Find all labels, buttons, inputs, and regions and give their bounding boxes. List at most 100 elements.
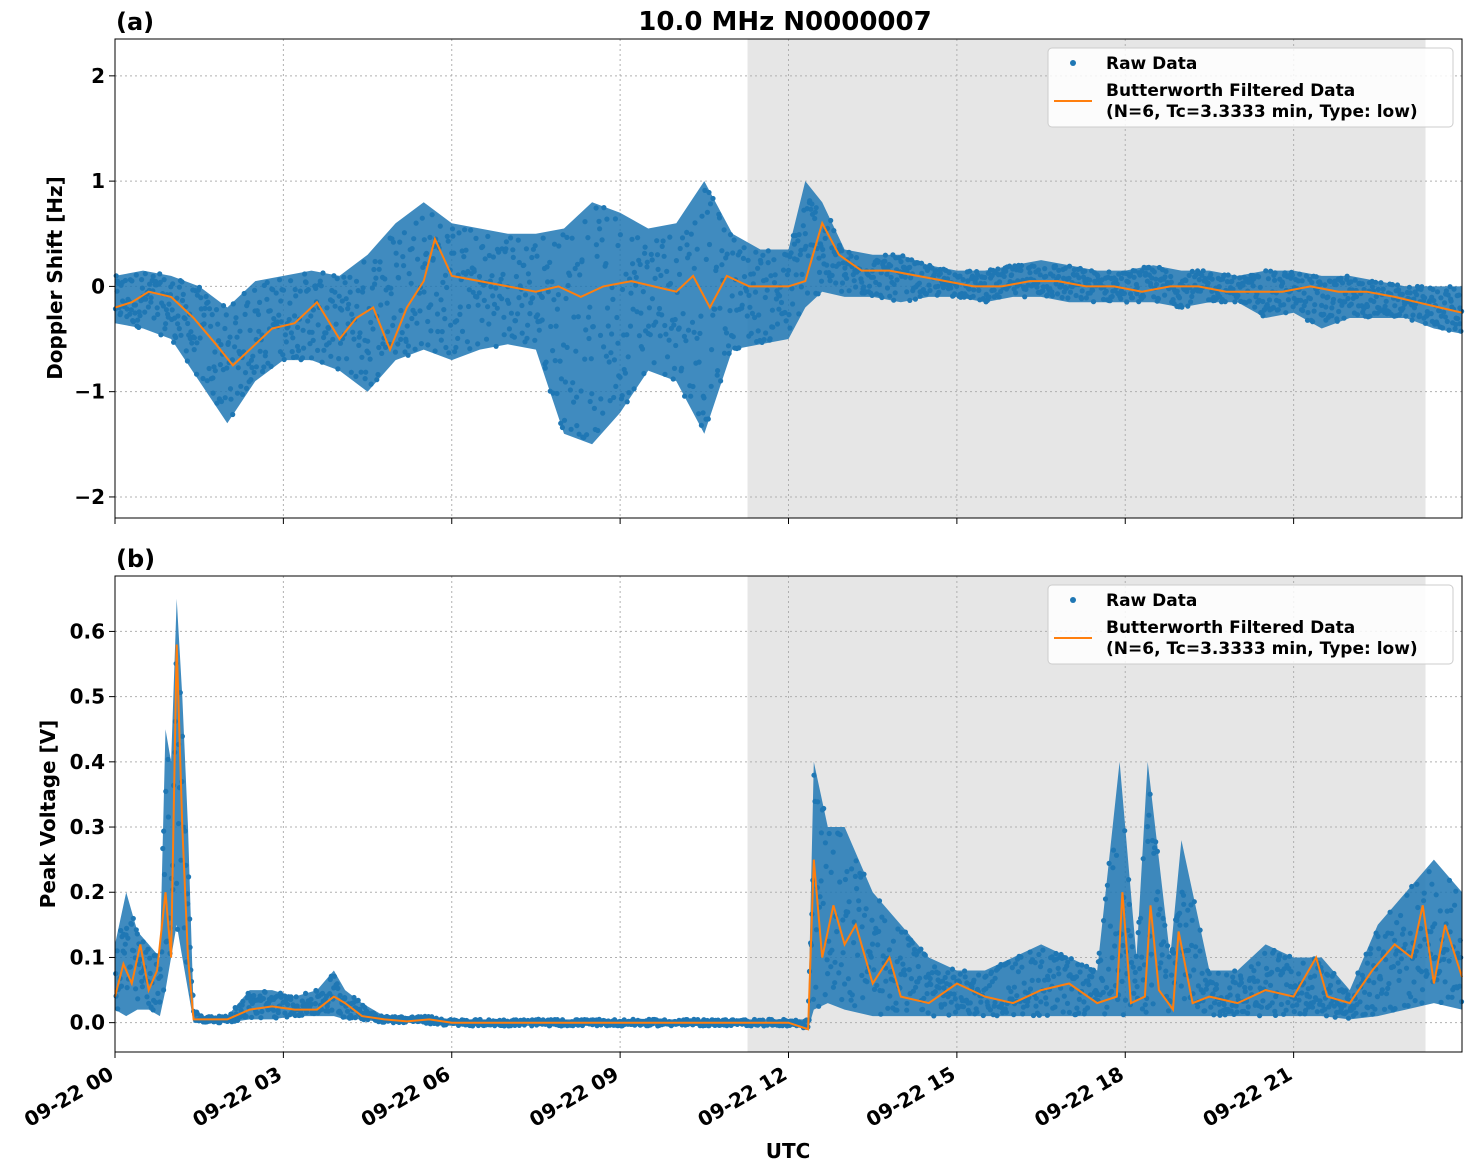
raw-data-point: [633, 274, 639, 280]
raw-data-point: [596, 218, 602, 224]
raw-data-point: [1013, 290, 1019, 296]
raw-data-point: [1230, 974, 1236, 980]
raw-data-point: [1134, 291, 1140, 297]
raw-data-point: [564, 344, 570, 350]
raw-data-point: [118, 310, 124, 316]
raw-data-point: [1131, 274, 1137, 280]
raw-data-point: [218, 342, 224, 348]
raw-data-point: [986, 294, 992, 300]
raw-data-point: [948, 999, 954, 1005]
raw-data-point: [383, 344, 389, 350]
raw-data-point: [1067, 972, 1073, 978]
raw-data-point: [1392, 303, 1398, 309]
raw-data-point: [960, 1004, 967, 1010]
raw-data-point: [1098, 957, 1104, 963]
raw-data-point: [1151, 294, 1157, 300]
raw-data-point: [257, 299, 263, 305]
raw-data-point: [698, 422, 705, 428]
raw-data-point: [1076, 275, 1082, 281]
raw-data-point: [719, 248, 725, 254]
raw-data-point: [212, 349, 218, 355]
raw-data-point: [918, 260, 925, 266]
raw-data-point: [388, 291, 394, 297]
raw-data-point: [453, 344, 459, 351]
raw-data-point: [1168, 273, 1174, 280]
raw-data-point: [845, 976, 852, 982]
raw-data-point: [1383, 991, 1390, 997]
raw-data-point: [1403, 313, 1409, 319]
raw-data-point: [871, 967, 877, 973]
raw-data-point: [326, 325, 332, 331]
raw-data-point: [1075, 962, 1081, 968]
raw-data-point: [597, 226, 603, 232]
raw-data-point: [335, 985, 341, 992]
raw-data-point: [234, 334, 240, 340]
raw-data-point: [210, 375, 216, 381]
raw-data-point: [259, 368, 266, 375]
raw-data-point: [1100, 989, 1106, 996]
raw-data-point: [163, 788, 169, 795]
raw-data-point: [1040, 288, 1046, 294]
raw-data-point: [1132, 978, 1138, 984]
raw-data-point: [755, 328, 761, 334]
raw-data-point: [293, 354, 300, 360]
raw-data-point: [591, 405, 598, 411]
raw-data-point: [1104, 1004, 1110, 1010]
raw-data-point: [568, 426, 574, 432]
raw-data-point: [230, 301, 236, 307]
raw-data-point: [1162, 292, 1168, 298]
raw-data-point: [282, 1010, 288, 1016]
raw-data-point: [647, 332, 653, 338]
raw-data-point: [1023, 286, 1029, 292]
raw-data-point: [1426, 869, 1432, 875]
raw-data-point: [577, 272, 583, 278]
raw-data-point: [824, 957, 830, 963]
raw-data-point: [519, 330, 525, 336]
raw-data-point: [670, 376, 676, 382]
raw-data-point: [1446, 327, 1452, 333]
raw-data-point: [319, 359, 325, 365]
raw-data-point: [1329, 305, 1335, 311]
raw-data-point: [212, 368, 218, 374]
raw-data-point: [262, 989, 268, 995]
raw-data-point: [704, 209, 711, 215]
raw-data-point: [692, 220, 698, 226]
raw-data-point: [1107, 923, 1113, 929]
raw-data-point: [161, 828, 167, 834]
raw-data-point: [917, 293, 923, 299]
raw-data-point: [750, 281, 756, 287]
raw-data-point: [1369, 284, 1375, 290]
raw-data-point: [1084, 963, 1090, 970]
raw-data-point: [1342, 988, 1349, 994]
raw-data-point: [1373, 293, 1379, 300]
raw-data-point: [415, 256, 421, 262]
raw-data-point: [697, 330, 703, 336]
raw-data-point: [1399, 931, 1406, 937]
raw-data-point: [579, 257, 585, 263]
raw-data-point: [261, 364, 267, 370]
raw-data-point: [1272, 270, 1278, 276]
raw-data-point: [377, 259, 383, 265]
raw-data-point: [328, 353, 334, 359]
raw-data-point: [1227, 992, 1233, 998]
raw-data-point: [836, 970, 842, 976]
raw-data-point: [1118, 296, 1124, 302]
raw-data-point: [161, 277, 167, 283]
raw-data-point: [1012, 263, 1018, 269]
raw-data-point: [1115, 996, 1121, 1003]
raw-data-point: [1285, 297, 1291, 303]
raw-data-point: [571, 314, 577, 320]
raw-data-point: [619, 286, 626, 293]
raw-data-point: [1237, 275, 1243, 281]
raw-data-point: [954, 283, 960, 289]
raw-data-point: [737, 249, 743, 255]
raw-data-point: [932, 989, 938, 995]
chart-title: 10.0 MHz N0000007: [638, 7, 931, 37]
raw-data-point: [476, 290, 482, 296]
raw-data-point: [176, 326, 182, 332]
raw-data-point: [900, 961, 906, 967]
raw-data-point: [1332, 1014, 1338, 1020]
raw-data-point: [1229, 1002, 1235, 1009]
raw-data-point: [248, 377, 254, 383]
raw-data-point: [135, 317, 141, 323]
